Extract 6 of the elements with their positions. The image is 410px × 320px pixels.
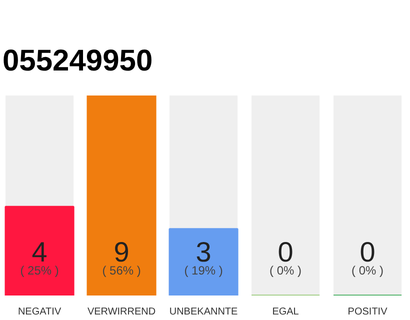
chart-title: 055249950 xyxy=(2,44,153,78)
x-tick-label: EGAL xyxy=(272,306,300,318)
x-tick-label: UNBEKANNTE xyxy=(169,306,238,318)
x-tick-label: POSITIV xyxy=(348,306,388,318)
x-tick-label: NEGATIV xyxy=(18,306,62,318)
x-tick-label: VERWIRREND xyxy=(87,306,156,318)
